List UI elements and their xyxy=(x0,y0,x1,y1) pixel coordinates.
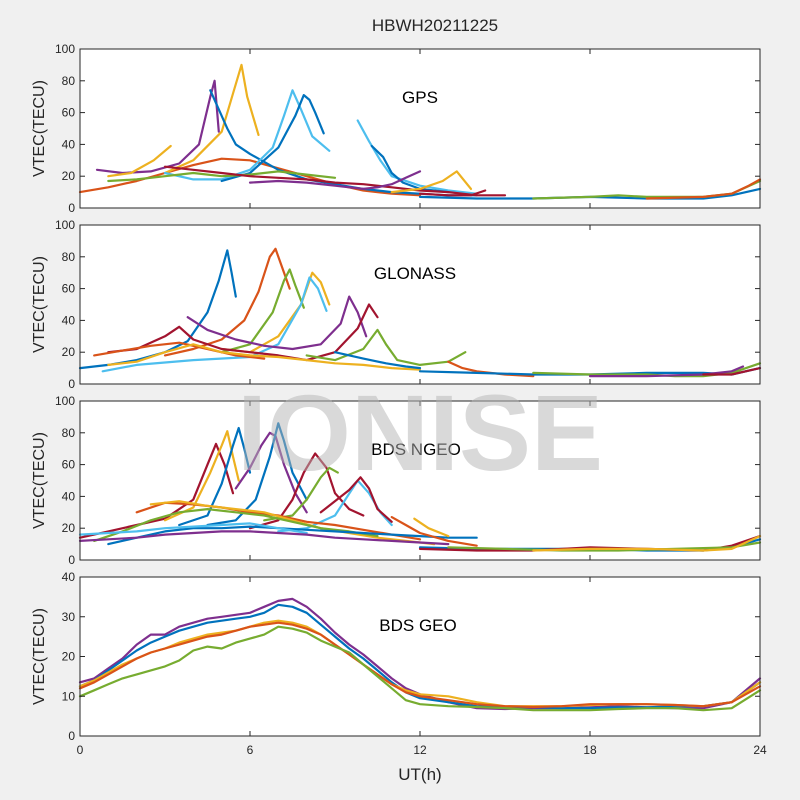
y-tick-label: 10 xyxy=(62,689,76,703)
y-tick-label: 0 xyxy=(68,729,75,743)
plot-area xyxy=(80,225,760,384)
panel-title: BDS GEO xyxy=(379,616,456,635)
series-line-20 xyxy=(447,541,762,552)
y-tick-label: 100 xyxy=(55,42,75,56)
y-axis-label: VTEC(TECU) xyxy=(31,256,48,353)
y-tick-label: 80 xyxy=(62,74,76,88)
x-tick-label: 12 xyxy=(413,743,427,757)
y-tick-label: 60 xyxy=(62,106,76,120)
y-tick-label: 40 xyxy=(62,313,76,327)
x-tick-label: 18 xyxy=(583,743,597,757)
y-tick-label: 0 xyxy=(68,201,75,215)
series-line-10 xyxy=(107,343,422,371)
series-line-12 xyxy=(93,508,379,542)
series-line-8 xyxy=(305,328,467,366)
y-tick-label: 20 xyxy=(62,650,76,664)
series-line-3 xyxy=(163,63,260,175)
series-line-6 xyxy=(248,452,365,530)
series-line-1 xyxy=(78,157,422,197)
panel-title: BDS NGEO xyxy=(371,440,461,459)
y-tick-label: 20 xyxy=(62,345,76,359)
series-line-2 xyxy=(78,603,762,710)
series-line-9 xyxy=(93,341,266,360)
y-tick-label: 60 xyxy=(62,458,76,472)
panel-3: 0 20 40 60 80 100 VTEC(TECU) BDS NGEO xyxy=(31,394,762,567)
series-line-15 xyxy=(78,530,450,546)
series-line-21 xyxy=(532,535,762,552)
series-line-16 xyxy=(702,367,762,376)
series-line-2 xyxy=(163,430,240,522)
y-tick-label: 100 xyxy=(55,394,75,408)
x-axis-label: UT(h) xyxy=(398,765,441,784)
series-line-13 xyxy=(390,170,473,194)
series-line-4 xyxy=(78,621,762,709)
y-tick-label: 80 xyxy=(62,250,76,264)
series-line-1 xyxy=(78,442,235,539)
y-axis-label: VTEC(TECU) xyxy=(31,608,48,705)
series-line-6 xyxy=(186,295,368,351)
series-line-7 xyxy=(356,119,478,195)
plot-area xyxy=(80,577,760,736)
y-tick-label: 0 xyxy=(68,377,75,391)
x-tick-label: 6 xyxy=(247,743,254,757)
series-line-17 xyxy=(418,189,487,197)
panel-title: GLONASS xyxy=(374,264,456,283)
y-tick-label: 40 xyxy=(62,489,76,503)
y-tick-label: 0 xyxy=(68,553,75,567)
panel-2: 0 20 40 60 80 100 VTEC(TECU) GLONASS xyxy=(31,218,762,391)
panel-4: 0 10 20 30 40 0 6 12 18 24 VTEC(TECU) BDS GEO xyxy=(31,570,767,757)
series-line-5 xyxy=(101,276,328,373)
series-line-3 xyxy=(178,426,252,527)
series-line-8 xyxy=(370,144,450,194)
series-line-10 xyxy=(107,170,337,183)
y-tick-label: 40 xyxy=(62,570,76,584)
y-tick-label: 60 xyxy=(62,282,76,296)
series-line-12 xyxy=(248,170,422,190)
y-tick-label: 80 xyxy=(62,426,76,440)
figure-title: HBWH20211225 xyxy=(372,16,498,35)
y-tick-label: 40 xyxy=(62,137,76,151)
series-line-16 xyxy=(390,516,478,547)
series-line-11 xyxy=(333,351,422,370)
y-tick-label: 100 xyxy=(55,218,75,232)
panel-title: GPS xyxy=(402,88,438,107)
x-tick-label: 0 xyxy=(77,743,84,757)
y-tick-label: 30 xyxy=(62,610,76,624)
y-axis-label: VTEC(TECU) xyxy=(31,432,48,529)
series-line-11 xyxy=(163,165,507,197)
series-line-14 xyxy=(78,522,308,536)
series-line-6 xyxy=(220,94,325,183)
series-line-5 xyxy=(78,625,762,712)
y-axis-label: VTEC(TECU) xyxy=(31,80,48,177)
series-line-7 xyxy=(263,466,339,522)
series-line-5 xyxy=(163,89,331,181)
series-line-17 xyxy=(413,517,450,538)
series-line-9 xyxy=(107,144,172,178)
panel-1: 0 20 40 60 80 100 VTEC(TECU) GPS xyxy=(31,42,762,215)
series-line-13 xyxy=(107,525,478,546)
series-line-5 xyxy=(206,422,308,527)
x-tick-label: 24 xyxy=(753,743,767,757)
plot-area xyxy=(80,49,760,208)
series-line-16 xyxy=(645,178,762,200)
y-tick-label: 20 xyxy=(62,169,76,183)
series-line-9 xyxy=(319,476,393,523)
series-line-3 xyxy=(220,268,305,354)
y-tick-label: 20 xyxy=(62,521,76,535)
series-line-7 xyxy=(107,303,379,362)
watermark: IONISE xyxy=(237,372,603,493)
series-line-11 xyxy=(149,500,436,546)
series-line-14 xyxy=(418,187,762,200)
series-line-4 xyxy=(234,431,308,514)
